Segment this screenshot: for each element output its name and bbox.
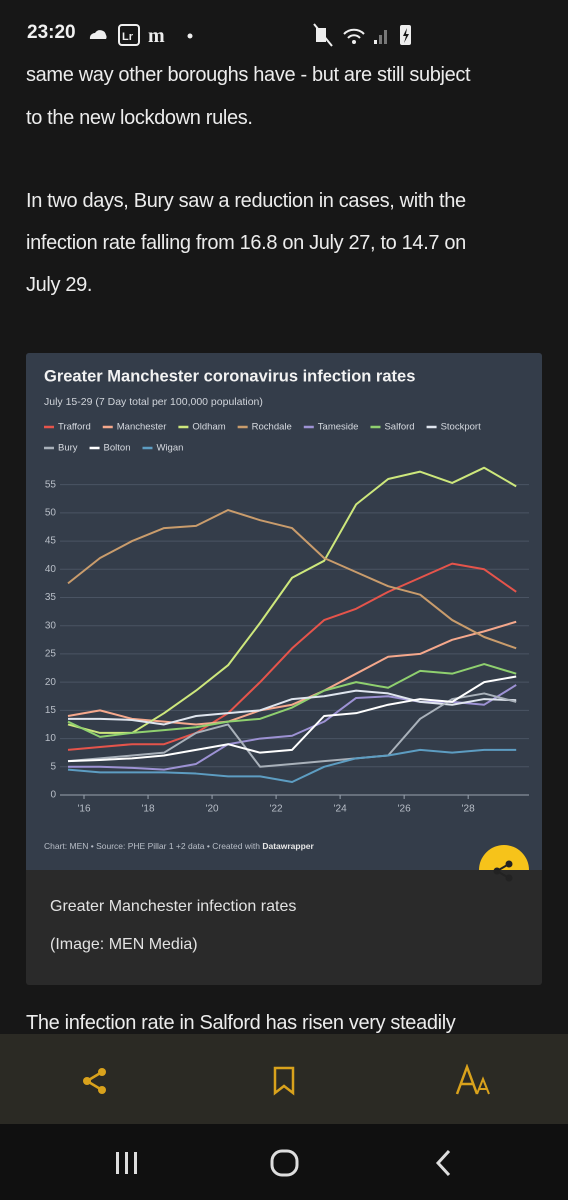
legend-label: Wigan bbox=[156, 443, 183, 454]
chart-subtitle: July 15-29 (7 Day total per 100,000 popu… bbox=[44, 396, 263, 408]
paragraph-line: infection rate falling from 16.8 on July… bbox=[26, 232, 466, 254]
y-tick-label: 45 bbox=[45, 536, 57, 547]
series-line bbox=[67, 620, 517, 726]
legend-item: Manchester bbox=[102, 422, 167, 433]
article-toolbar bbox=[0, 1034, 568, 1124]
bookmark-action[interactable] bbox=[272, 1066, 296, 1096]
legend-item: Oldham bbox=[178, 422, 226, 433]
series-line bbox=[67, 562, 517, 751]
chart: Greater Manchester coronavirus infection… bbox=[26, 353, 542, 870]
series-line bbox=[67, 466, 517, 734]
y-tick-label: 0 bbox=[50, 790, 56, 801]
series-line bbox=[67, 675, 517, 763]
legend-label: Manchester bbox=[117, 422, 167, 433]
paragraph-line: The infection rate in Salford has risen … bbox=[26, 1012, 456, 1034]
status-icons: Lr m bbox=[89, 24, 193, 47]
chart-card: Greater Manchester coronavirus infection… bbox=[26, 353, 542, 985]
x-tick-label: '28 bbox=[462, 804, 475, 815]
back-button[interactable] bbox=[432, 1148, 456, 1178]
x-tick-label: '24 bbox=[334, 804, 347, 815]
y-tick-label: 20 bbox=[45, 677, 57, 688]
y-tick-label: 55 bbox=[45, 479, 57, 490]
legend-label: Oldham bbox=[192, 422, 225, 433]
series-line bbox=[67, 663, 517, 738]
y-tick-label: 15 bbox=[45, 705, 57, 716]
legend-label: Tameside bbox=[318, 422, 359, 433]
y-tick-label: 5 bbox=[50, 761, 56, 772]
legend-item: Stockport bbox=[426, 422, 481, 433]
share-action[interactable] bbox=[80, 1066, 110, 1096]
paragraph-line: to the new lockdown rules. bbox=[26, 107, 253, 129]
legend-label: Stockport bbox=[441, 422, 481, 433]
image-credit: (Image: MEN Media) bbox=[50, 936, 198, 953]
y-tick-label: 50 bbox=[45, 507, 57, 518]
paragraph-line: In two days, Bury saw a reduction in cas… bbox=[26, 190, 466, 212]
chart-title: Greater Manchester coronavirus infection… bbox=[44, 367, 415, 385]
legend-item: Bolton bbox=[89, 443, 131, 454]
legend-item: Wigan bbox=[142, 443, 183, 454]
status-system-icons bbox=[313, 23, 411, 47]
legend-item: Salford bbox=[370, 422, 415, 433]
image-caption: Greater Manchester infection rates bbox=[50, 898, 297, 915]
series-line bbox=[67, 748, 517, 784]
series-line bbox=[67, 692, 517, 768]
source-link[interactable]: Datawrapper bbox=[262, 841, 314, 851]
recents-button[interactable] bbox=[112, 1148, 142, 1178]
legend-label: Bolton bbox=[104, 443, 131, 454]
legend-item: Tameside bbox=[303, 422, 359, 433]
svg-text:Lr: Lr bbox=[122, 31, 134, 43]
y-tick-label: 25 bbox=[45, 649, 57, 660]
x-tick-label: '22 bbox=[270, 804, 283, 815]
share-icon[interactable] bbox=[491, 858, 517, 884]
series-line bbox=[68, 689, 517, 726]
share-button[interactable] bbox=[479, 845, 529, 870]
x-tick-label: '18 bbox=[142, 804, 155, 815]
paragraph-line: same way other boroughs have - but are s… bbox=[26, 64, 471, 86]
y-tick-label: 30 bbox=[45, 620, 57, 631]
svg-text:m: m bbox=[148, 25, 165, 47]
legend-label: Salford bbox=[384, 422, 414, 433]
source-text: Chart: MEN • Source: PHE Pillar 1 +2 dat… bbox=[44, 841, 260, 851]
paragraph-line: July 29. bbox=[26, 274, 93, 296]
legend-item: Trafford bbox=[44, 422, 91, 433]
series-line bbox=[67, 509, 517, 650]
y-tick-label: 10 bbox=[45, 733, 57, 744]
legend-item: Rochdale bbox=[237, 422, 292, 433]
home-button[interactable] bbox=[268, 1148, 302, 1178]
y-tick-label: 35 bbox=[45, 592, 57, 603]
x-tick-label: '26 bbox=[398, 804, 411, 815]
legend-label: Trafford bbox=[58, 422, 91, 433]
x-tick-label: '20 bbox=[206, 804, 219, 815]
y-tick-label: 40 bbox=[45, 564, 57, 575]
chart-background bbox=[26, 353, 542, 870]
status-time: 23:20 bbox=[27, 22, 76, 43]
legend-label: Bury bbox=[58, 443, 78, 454]
legend-item: Bury bbox=[44, 443, 78, 454]
navigation-bar bbox=[0, 1124, 568, 1200]
x-tick-label: '16 bbox=[77, 804, 90, 815]
chart-source: Chart: MEN • Source: PHE Pillar 1 +2 dat… bbox=[44, 841, 315, 851]
text-size-action[interactable] bbox=[455, 1064, 495, 1098]
legend-label: Rochdale bbox=[252, 422, 292, 433]
